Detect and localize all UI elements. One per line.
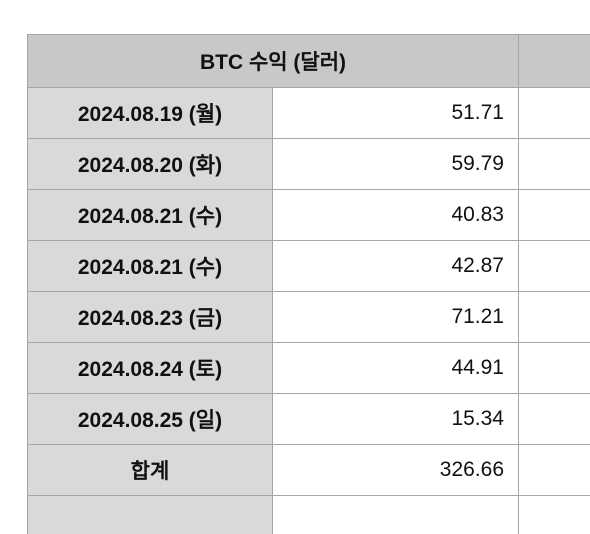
date-cell[interactable]: 2024.08.19 (월) — [27, 87, 273, 139]
date-cell[interactable]: 2024.08.20 (화) — [27, 138, 273, 190]
table-row: 2024.08.21 (수) 40.83 — [27, 189, 590, 241]
value-cell[interactable]: 44.91 — [272, 342, 519, 394]
value-cell[interactable]: 51.71 — [272, 87, 519, 139]
extra-cell[interactable] — [518, 291, 590, 343]
date-cell[interactable]: 2024.08.21 (수) — [27, 240, 273, 292]
table-row: 2024.08.25 (일) 15.34 — [27, 393, 590, 445]
extra-cell[interactable] — [518, 138, 590, 190]
table-row: 2024.08.24 (토) 44.91 — [27, 342, 590, 394]
table-row: 2024.08.19 (월) 51.71 — [27, 87, 590, 139]
table-row: 2024.08.23 (금) 71.21 — [27, 291, 590, 343]
value-cell[interactable]: 40.83 — [272, 189, 519, 241]
date-cell[interactable]: 2024.08.24 (토) — [27, 342, 273, 394]
date-cell[interactable]: 2024.08.21 (수) — [27, 189, 273, 241]
total-label-cell[interactable]: 합계 — [27, 444, 273, 496]
header-extra-cell[interactable] — [518, 34, 590, 88]
extra-cell[interactable] — [518, 240, 590, 292]
value-cell[interactable]: 59.79 — [272, 138, 519, 190]
extra-cell[interactable] — [518, 444, 590, 496]
spreadsheet: BTC 수익 (달러) 2024.08.19 (월) 51.71 2024.08… — [27, 34, 590, 534]
total-value-cell[interactable]: 326.66 — [272, 444, 519, 496]
empty-row — [27, 495, 590, 534]
value-cell[interactable]: 15.34 — [272, 393, 519, 445]
value-cell[interactable]: 71.21 — [272, 291, 519, 343]
date-cell[interactable]: 2024.08.25 (일) — [27, 393, 273, 445]
date-cell[interactable]: 2024.08.23 (금) — [27, 291, 273, 343]
btc-earnings-table: BTC 수익 (달러) 2024.08.19 (월) 51.71 2024.08… — [27, 34, 590, 534]
empty-cell[interactable] — [518, 495, 590, 534]
value-cell[interactable]: 42.87 — [272, 240, 519, 292]
extra-cell[interactable] — [518, 342, 590, 394]
empty-cell[interactable] — [27, 495, 273, 534]
total-row: 합계 326.66 — [27, 444, 590, 496]
empty-cell[interactable] — [272, 495, 519, 534]
table-header-row: BTC 수익 (달러) — [27, 34, 590, 88]
table-row: 2024.08.20 (화) 59.79 — [27, 138, 590, 190]
table-title-cell[interactable]: BTC 수익 (달러) — [27, 34, 519, 88]
extra-cell[interactable] — [518, 393, 590, 445]
table-row: 2024.08.21 (수) 42.87 — [27, 240, 590, 292]
extra-cell[interactable] — [518, 189, 590, 241]
extra-cell[interactable] — [518, 87, 590, 139]
